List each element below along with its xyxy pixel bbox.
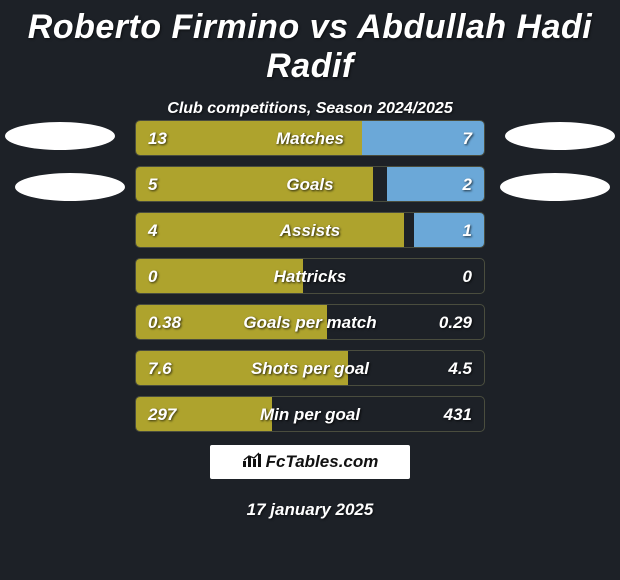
left-value: 0 — [136, 259, 169, 294]
chart-icon — [242, 452, 262, 473]
avatar-placeholder — [5, 122, 115, 150]
stat-row: 41Assists — [0, 212, 620, 248]
left-value: 0.38 — [136, 305, 193, 340]
stat-row: 00Hattricks — [0, 258, 620, 294]
right-value: 2 — [451, 167, 484, 202]
left-value: 13 — [136, 121, 179, 156]
stat-row: 0.380.29Goals per match — [0, 304, 620, 340]
left-value: 7.6 — [136, 351, 184, 386]
left-value: 4 — [136, 213, 169, 248]
stat-row: 7.64.5Shots per goal — [0, 350, 620, 386]
right-value: 0.29 — [427, 305, 484, 340]
avatar-placeholder — [15, 173, 125, 201]
fill-left — [136, 167, 373, 201]
stat-track: 00Hattricks — [135, 258, 485, 294]
comparison-rows: 137Matches52Goals41Assists00Hattricks0.3… — [0, 120, 620, 442]
right-value: 1 — [451, 213, 484, 248]
avatar-placeholder — [500, 173, 610, 201]
stat-track: 0.380.29Goals per match — [135, 304, 485, 340]
stat-track: 137Matches — [135, 120, 485, 156]
subtitle: Club competitions, Season 2024/2025 — [0, 100, 620, 118]
right-value: 0 — [451, 259, 484, 294]
right-value: 431 — [432, 397, 484, 432]
stat-track: 7.64.5Shots per goal — [135, 350, 485, 386]
avatar-placeholder — [505, 122, 615, 150]
date-label: 17 january 2025 — [0, 500, 620, 520]
fill-left — [136, 213, 404, 247]
stat-track: 52Goals — [135, 166, 485, 202]
page-title: Roberto Firmino vs Abdullah Hadi Radif — [0, 0, 620, 86]
left-value: 5 — [136, 167, 169, 202]
right-value: 4.5 — [436, 351, 484, 386]
logo-badge[interactable]: FcTables.com — [210, 445, 410, 479]
stat-row: 297431Min per goal — [0, 396, 620, 432]
stat-track: 297431Min per goal — [135, 396, 485, 432]
stat-track: 41Assists — [135, 212, 485, 248]
left-value: 297 — [136, 397, 188, 432]
right-value: 7 — [451, 121, 484, 156]
logo-text: FcTables.com — [266, 452, 379, 472]
